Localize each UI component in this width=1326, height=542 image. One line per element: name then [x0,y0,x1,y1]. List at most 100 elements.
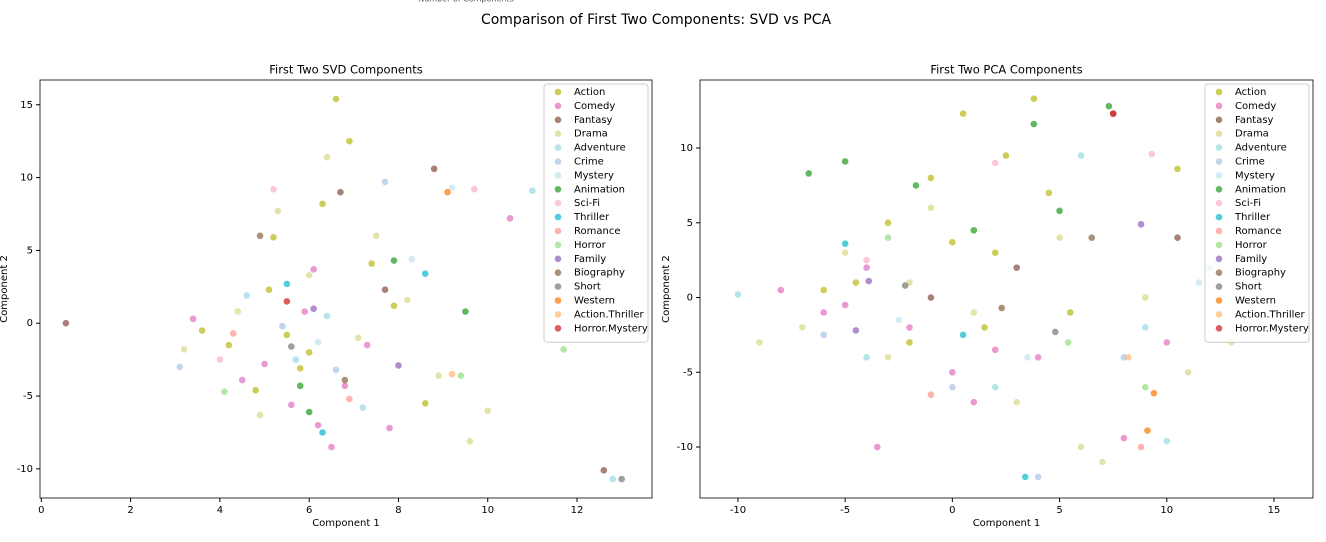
point [466,437,474,445]
point [906,324,913,331]
point [221,388,228,395]
point [323,153,331,161]
legend-marker [1215,199,1223,207]
subplot-title: First Two SVD Components [269,63,423,77]
point [1105,102,1113,110]
point [323,312,331,320]
legend-label: Family [1235,254,1267,265]
point [970,398,978,406]
point [265,286,273,294]
point [884,354,892,361]
point [734,291,742,298]
point [448,184,456,192]
legend-marker [1215,283,1223,290]
legend-label: Animation [1235,184,1286,195]
point [959,110,967,117]
x-tick-label: 4 [217,505,223,516]
point [1088,234,1096,242]
legend-marker [1215,269,1223,277]
legend-label: Drama [574,129,608,140]
point [435,372,442,379]
legend-label: Fantasy [574,115,613,126]
legend-label: Fantasy [1235,115,1274,126]
legend-marker [1215,311,1223,318]
point [1024,354,1031,361]
legend-marker [554,269,562,277]
point [283,298,291,305]
legend-marker [554,172,562,179]
legend-marker [554,227,562,235]
point [970,226,978,234]
point [895,316,903,324]
y-tick-label: 10 [20,173,33,184]
point [777,286,785,294]
x-tick-label: 8 [395,505,401,516]
point [256,232,264,240]
point [991,383,999,391]
point [998,304,1005,312]
legend-label: Adventure [574,143,626,154]
point [243,292,250,299]
point [359,404,367,412]
legend-label: Horror.Mystery [1235,323,1309,334]
point [1142,324,1149,331]
legend-marker [554,213,562,221]
legend-marker [1215,116,1223,124]
point [1148,150,1156,158]
point [430,165,438,173]
point [609,475,617,483]
point [560,346,567,353]
y-tick-label: 15 [20,100,33,111]
point [189,315,197,323]
x-tick-label: 0 [949,505,955,516]
point [884,219,892,227]
legend-label: Western [574,296,615,307]
point [484,407,492,414]
point [841,240,849,248]
point [288,401,295,409]
x-tick-label: 0 [38,505,44,516]
point [1195,279,1203,286]
point [462,308,469,315]
point [927,391,935,398]
point [970,309,978,316]
legend-box [1204,83,1310,343]
legend-label: Biography [574,268,625,279]
point [457,372,465,379]
point [180,346,188,353]
legend-marker [1215,241,1223,249]
point [991,159,999,167]
point [618,475,625,483]
point [296,365,304,372]
y-tick-label: -10 [17,464,33,475]
point [1174,234,1181,242]
point [448,370,456,378]
legend-label: Crime [574,157,604,168]
point [863,256,870,264]
point [865,277,873,285]
y-tick-label: 5 [687,218,693,229]
point [1013,264,1020,271]
point [305,408,313,416]
y-tick-label: 10 [680,143,693,154]
point [363,341,371,349]
legend-label: Horror.Mystery [574,323,648,334]
point [288,343,295,350]
point [1002,152,1010,159]
x-tick-label: 10 [481,505,494,516]
point [261,360,268,368]
x-tick-label: 15 [1268,505,1281,516]
y-tick-label: 5 [27,245,33,256]
point [390,302,398,310]
point [1137,443,1145,451]
point [949,368,956,376]
point [1137,220,1145,228]
y-tick-label: 0 [27,318,33,329]
point [1120,434,1128,442]
point [444,188,451,196]
point [820,309,828,316]
y-tick-label: -5 [683,367,693,378]
point [198,327,206,334]
point [341,382,349,390]
legend-marker [554,116,562,124]
